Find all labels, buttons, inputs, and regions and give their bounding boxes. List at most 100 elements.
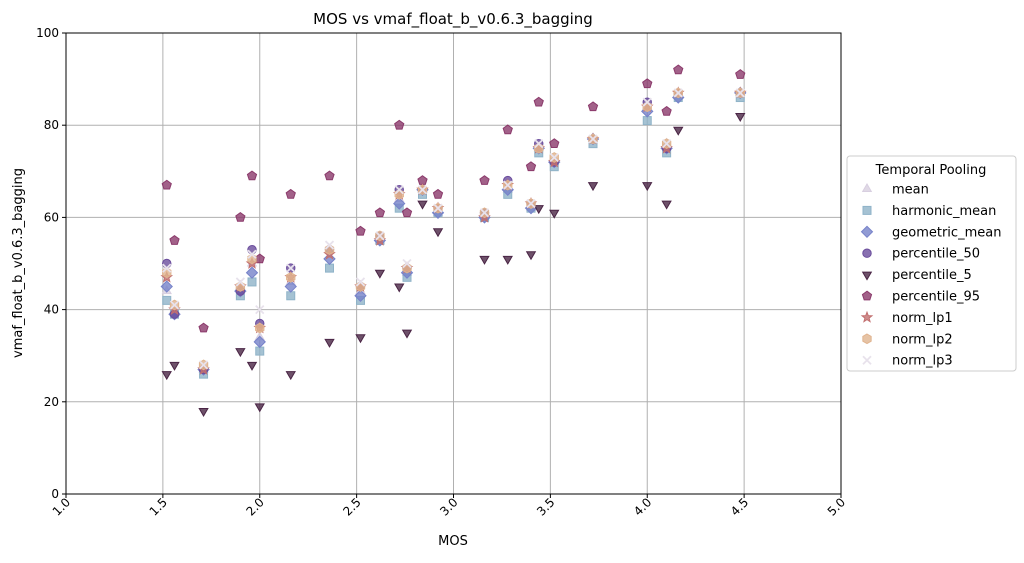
data-point [642,78,653,89]
data-point [417,200,428,210]
data-point [549,209,560,219]
legend-frame [846,155,1017,372]
data-point [160,280,173,293]
y-tick-label: 100 [36,26,59,40]
chart-title: MOS vs vmaf_float_b_v0.6.3_bagging [313,10,593,29]
legend-item: norm_lp2 [862,332,953,347]
x-tick-label: 4.0 [631,495,654,518]
data-point [246,170,258,181]
legend-marker [862,248,872,258]
legend-items: mean harmonic_mean geometric_mean percentil… [860,182,1001,369]
x-tick-label: 2.0 [243,495,266,518]
data-point [642,116,652,126]
data-point [198,360,209,370]
data-point [255,322,265,334]
data-point [374,269,386,279]
series-percentile-95 [161,64,746,333]
x-tick-label: 4.5 [728,495,751,518]
x-ticks: 1.0 1.5 2.0 2.5 3.0 3.5 4.0 4.5 5.0 [50,494,848,519]
data-point [587,182,599,192]
data-point [325,263,334,273]
data-point [502,124,513,135]
data-point [355,277,366,287]
data-point [169,361,180,371]
legend-item: mean [861,182,929,198]
legend-marker [861,182,873,192]
data-point [673,126,684,136]
legend-marker [861,290,873,301]
legend-title: Temporal Pooling [875,163,987,178]
data-point [587,101,599,112]
data-point [661,105,672,116]
data-point [673,88,683,98]
data-point [235,211,246,222]
data-point [479,208,490,218]
x-tick-label: 5.0 [825,495,848,518]
data-point [735,69,746,79]
data-point [533,205,544,215]
data-point [324,338,335,348]
legend-item: percentile_5 [861,268,972,283]
data-point [661,200,672,210]
data-point [394,283,405,293]
data-point [549,152,559,163]
data-point [285,188,296,199]
y-ticks: 0 20 40 60 80 100 [36,26,66,501]
y-tick-label: 60 [44,210,59,224]
data-point [161,179,172,190]
data-point [433,203,443,213]
data-point [324,170,335,181]
data-point [247,249,257,259]
data-points [160,64,747,418]
data-point [246,361,258,371]
data-point [374,207,386,218]
legend-item: geometric_mean [860,225,1001,240]
data-point [286,291,296,301]
data-point [549,138,560,149]
legend-item: norm_lp1 [860,310,953,326]
data-point [735,88,745,98]
legend-item: percentile_95 [861,290,980,305]
data-point [534,139,544,149]
data-point [502,255,513,265]
data-point [286,263,296,273]
data-point [162,263,172,273]
data-point [198,322,209,333]
data-point [642,97,652,107]
data-point [432,228,444,238]
legend-label: percentile_50 [892,247,980,262]
data-point [661,139,672,149]
data-point [245,266,259,279]
x-axis-label: MOS [438,534,468,549]
data-point [401,329,413,339]
data-point [394,119,405,130]
data-point [161,371,172,381]
data-point [525,161,537,172]
data-point [169,300,180,310]
y-tick-label: 20 [44,395,59,409]
y-tick-label: 40 [44,303,59,317]
legend-marker [860,225,874,239]
data-point [254,403,265,413]
y-tick-label: 80 [44,118,59,132]
data-point [673,64,684,75]
legend-item: norm_lp3 [862,354,953,369]
data-point [355,225,366,236]
legend: Temporal Pooling mean harmonic_meangeomet… [846,155,1017,372]
data-point [525,251,537,261]
data-point [284,280,297,293]
legend-label: percentile_95 [892,290,980,305]
data-point [526,198,536,209]
legend-label: norm_lp3 [892,354,953,369]
data-point [432,188,444,199]
data-point [394,185,404,195]
data-point [354,289,367,302]
series-norm-lp3 [162,88,745,370]
legend-item: percentile_50 [862,247,980,262]
legend-label: harmonic_mean [892,204,996,219]
data-point [375,231,385,241]
data-point [642,182,653,192]
data-point [235,348,246,358]
data-point [324,240,335,250]
